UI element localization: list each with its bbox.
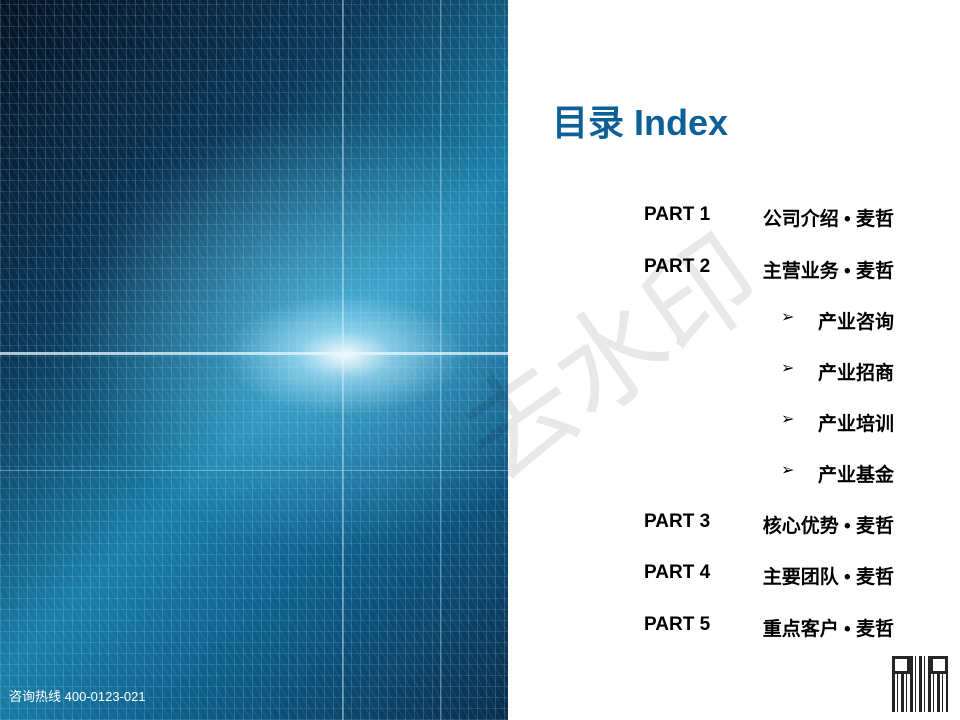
hotline-text: 咨询热线 400-0123-021: [9, 689, 146, 704]
light-beam: [0, 352, 508, 355]
part-label: PART 4: [644, 562, 711, 583]
page-title: 目录 Index: [552, 102, 729, 143]
subitem-name: 产业招商: [817, 363, 894, 384]
part-label: PART 1: [644, 204, 711, 225]
arrow-bullet-icon: ➢: [781, 462, 795, 479]
part-name: 公司介绍 • 麦哲: [762, 209, 894, 230]
arrow-bullet-icon: ➢: [781, 309, 795, 326]
arrow-bullet-icon: ➢: [781, 360, 795, 377]
part-name: 核心优势 • 麦哲: [762, 516, 894, 537]
qr-code: [892, 656, 948, 712]
subitem-name: 产业咨询: [817, 312, 894, 333]
light-beam: [342, 0, 344, 720]
hero-image: 咨询热线 400-0123-021: [0, 0, 508, 720]
part-name: 主营业务 • 麦哲: [762, 261, 894, 282]
part-label: PART 2: [644, 256, 711, 277]
part-name: 重点客户 • 麦哲: [762, 619, 894, 640]
subitem-name: 产业培训: [817, 414, 894, 435]
arrow-bullet-icon: ➢: [781, 411, 795, 428]
part-name: 主要团队 • 麦哲: [762, 567, 894, 588]
part-label: PART 3: [644, 511, 711, 532]
light-beam: [440, 0, 441, 720]
subitem-name: 产业基金: [817, 465, 894, 486]
light-beam: [0, 470, 508, 471]
part-label: PART 5: [644, 614, 711, 635]
